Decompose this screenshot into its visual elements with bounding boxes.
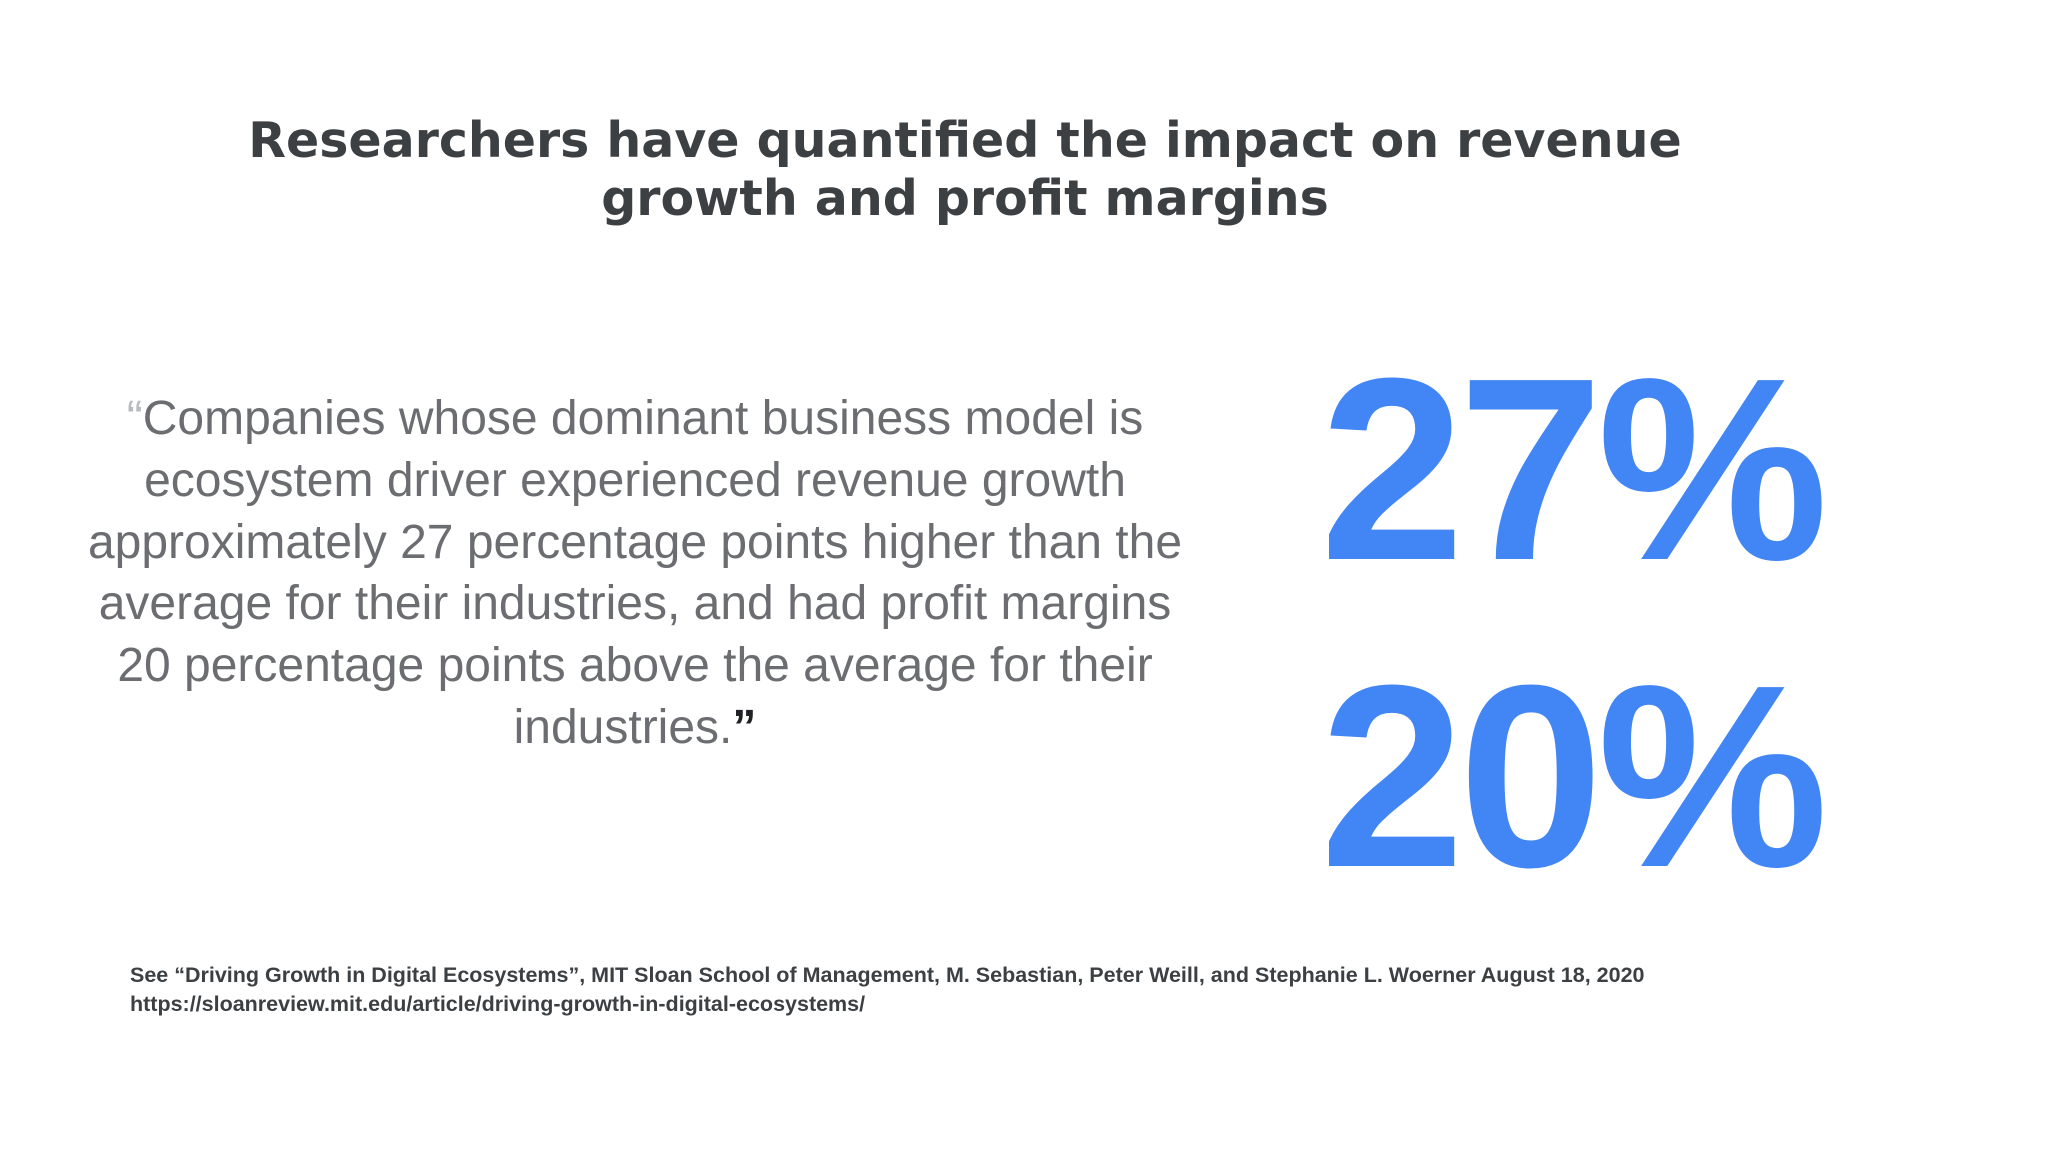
citation-url: https://sloanreview.mit.edu/article/driv… — [130, 992, 866, 1016]
citation-reference: See “Driving Growth in Digital Ecosystem… — [130, 963, 1645, 987]
stat-profit-margin: 20% — [1320, 632, 1828, 922]
stat-revenue-growth: 27% — [1320, 325, 1828, 615]
quote-open-mark: “ — [126, 392, 143, 445]
quote: “Companies whose dominant business model… — [70, 388, 1200, 759]
citation: See “Driving Growth in Digital Ecosystem… — [130, 961, 1910, 1019]
quote-close-mark: ” — [732, 700, 757, 754]
quote-text: Companies whose dominant business model … — [87, 392, 1183, 754]
slide-title: Researchers have quantified the impact o… — [248, 112, 1682, 227]
